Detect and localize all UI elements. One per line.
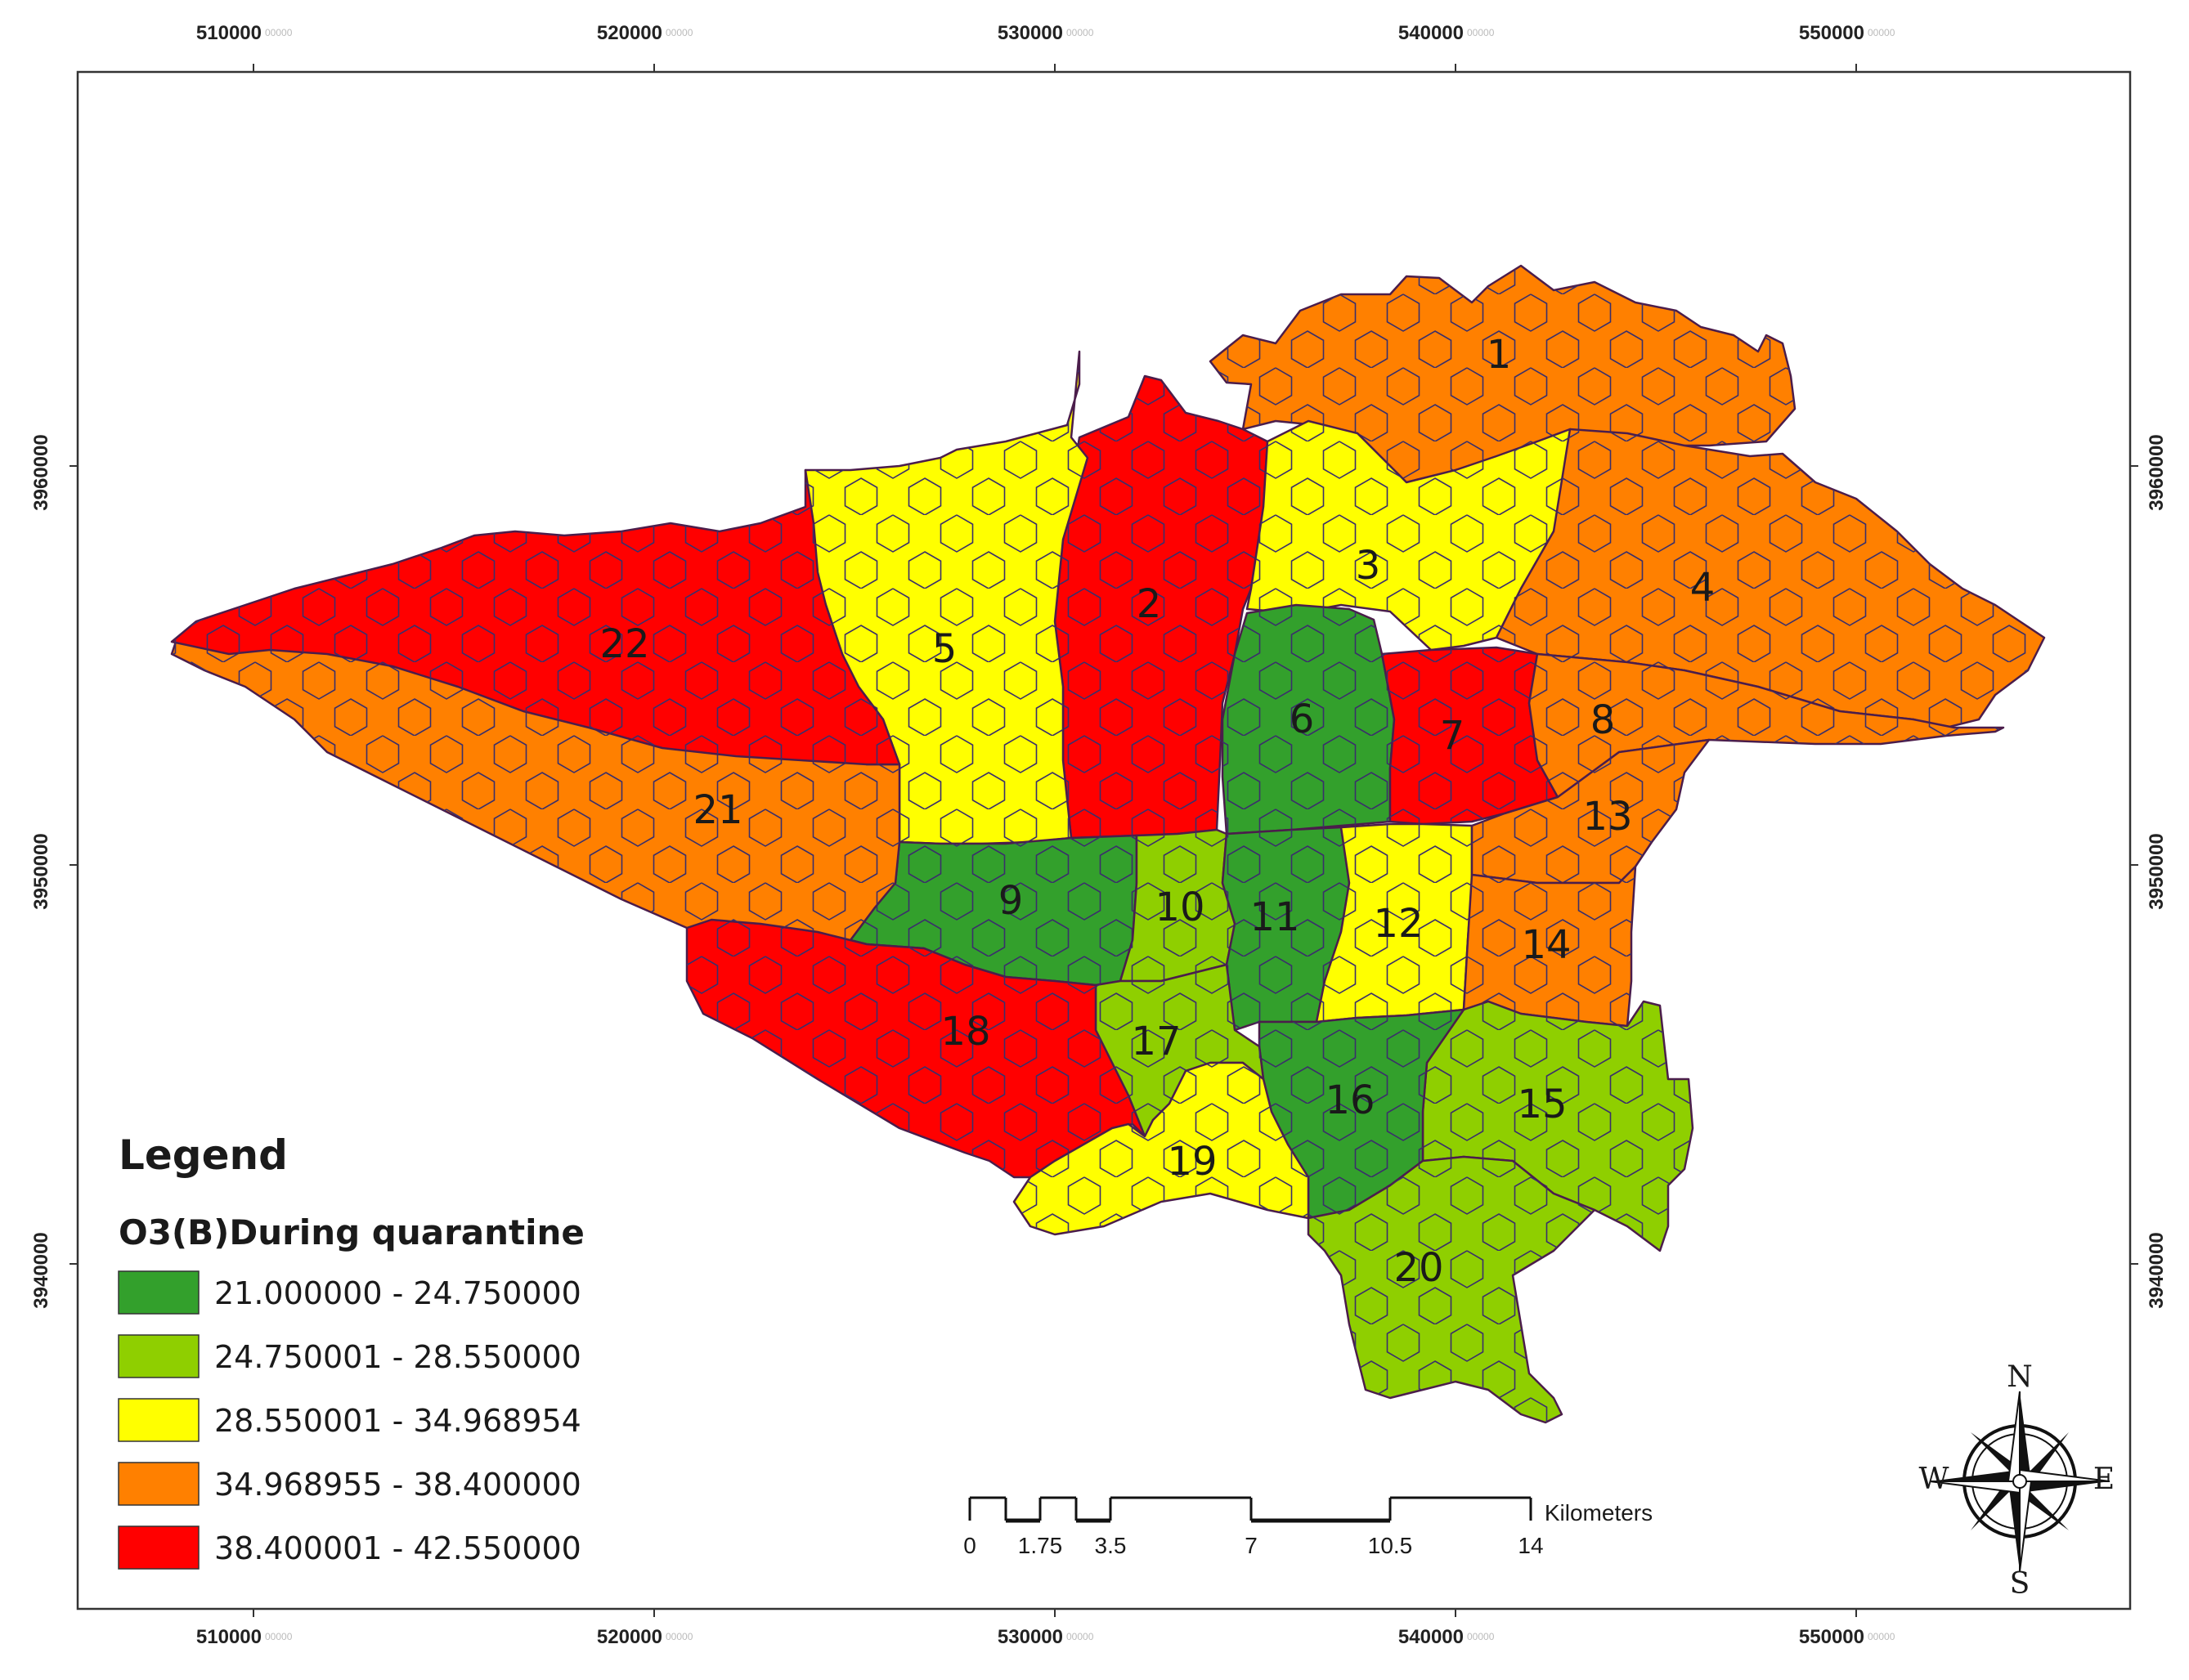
x-tick-suffix: 00000 [265, 27, 293, 38]
scale-label: 3.5 [1095, 1533, 1127, 1558]
x-tick-suffix: 00000 [265, 1631, 293, 1642]
district-label: 11 [1249, 894, 1299, 940]
legend-item: 34.968955 - 38.400000 [118, 1462, 581, 1506]
y-tick-label: 3960000 [2146, 434, 2168, 510]
x-tick-suffix: 00000 [1868, 27, 1895, 38]
district-6 [1221, 603, 1396, 836]
legend-swatch [118, 1398, 200, 1442]
district-label: 21 [693, 787, 742, 833]
scale-label: 10.5 [1368, 1533, 1413, 1558]
x-tick-label: 510000 [196, 22, 262, 44]
district-12 [1315, 822, 1474, 1024]
districts-layer [170, 264, 2046, 1424]
district-22 [170, 468, 901, 766]
x-tick-label: 550000 [1799, 22, 1864, 44]
x-tick-suffix: 00000 [1467, 27, 1495, 38]
district-label: 9 [998, 878, 1024, 924]
legend-label: 24.750001 - 28.550000 [214, 1339, 581, 1375]
x-tick-suffix: 00000 [666, 27, 693, 38]
legend-items: 21.000000 - 24.750000 24.750001 - 28.5500… [118, 1270, 581, 1570]
district-label: 4 [1690, 565, 1716, 611]
district-4 [1495, 428, 2046, 729]
scale-label: 0 [963, 1533, 976, 1558]
scale-label: 7 [1245, 1533, 1258, 1558]
scale-label: 1.75 [1018, 1533, 1063, 1558]
district-16 [1258, 1008, 1465, 1220]
legend-item: 38.400001 - 42.550000 [118, 1525, 581, 1570]
legend-swatch [118, 1334, 200, 1378]
district-label: 8 [1590, 697, 1616, 743]
district-8 [1527, 652, 2005, 799]
district-1 [1209, 264, 1797, 484]
legend-item: 21.000000 - 24.750000 [118, 1270, 581, 1315]
x-tick-suffix: 00000 [666, 1631, 693, 1642]
y-tick-label: 3950000 [2146, 833, 2168, 909]
scale-unit: Kilometers [1545, 1500, 1653, 1525]
legend-label: 34.968955 - 38.400000 [214, 1467, 581, 1503]
compass-south: S [2010, 1567, 2030, 1601]
district-label: 1 [1487, 332, 1512, 378]
district-label: 10 [1155, 885, 1204, 930]
district-label: 7 [1440, 713, 1465, 759]
y-tick-label: 3940000 [30, 1232, 52, 1308]
legend-title: Legend [119, 1131, 288, 1179]
legend: Legend O3(B)During quarantine 21.000000 … [118, 1131, 585, 1570]
y-tick-label: 3960000 [30, 434, 52, 510]
district-11 [1221, 826, 1351, 1032]
district-label: 5 [932, 626, 958, 672]
district-label: 12 [1373, 901, 1423, 947]
x-tick-suffix: 00000 [1868, 1631, 1895, 1642]
x-tick-label: 530000 [998, 22, 1063, 44]
district-label: 3 [1356, 543, 1381, 589]
x-tick-label: 530000 [998, 1626, 1063, 1648]
district-label: 16 [1325, 1077, 1375, 1123]
district-2 [1053, 374, 1269, 840]
y-tick-label: 3950000 [30, 833, 52, 909]
x-tick-label: 550000 [1799, 1626, 1864, 1648]
district-label: 13 [1582, 794, 1632, 840]
district-label: 19 [1167, 1139, 1217, 1185]
x-tick-suffix: 00000 [1066, 27, 1094, 38]
district-15 [1421, 1000, 1694, 1252]
compass-west: W [1918, 1463, 1949, 1496]
legend-item: 28.550001 - 34.968954 [118, 1398, 581, 1442]
legend-swatch [118, 1270, 200, 1315]
legend-subtitle: O3(B)During quarantine [119, 1212, 585, 1252]
x-tick-label: 520000 [597, 1626, 662, 1648]
scale-label: 14 [1518, 1533, 1543, 1558]
compass-north: N [2007, 1360, 2033, 1394]
x-tick-label: 520000 [597, 22, 662, 44]
legend-label: 38.400001 - 42.550000 [214, 1530, 581, 1566]
district-10 [1119, 828, 1236, 983]
district-label: 18 [940, 1009, 990, 1055]
district-label: 15 [1517, 1082, 1567, 1127]
x-tick-label: 540000 [1398, 22, 1464, 44]
x-tick-suffix: 00000 [1467, 1631, 1495, 1642]
legend-item: 24.750001 - 28.550000 [118, 1334, 581, 1378]
x-tick-label: 540000 [1398, 1626, 1464, 1648]
district-label: 17 [1131, 1019, 1181, 1064]
district-label: 20 [1393, 1245, 1443, 1291]
compass-east: E [2093, 1463, 2115, 1496]
district-label: 14 [1521, 922, 1571, 968]
x-tick-suffix: 00000 [1066, 1631, 1094, 1642]
legend-label: 28.550001 - 34.968954 [214, 1403, 581, 1439]
district-7 [1380, 646, 1559, 826]
district-label: 2 [1137, 581, 1162, 627]
legend-label: 21.000000 - 24.750000 [214, 1275, 581, 1311]
y-tick-label: 3940000 [2146, 1232, 2168, 1308]
x-tick-label: 510000 [196, 1626, 262, 1648]
district-label: 22 [599, 621, 649, 667]
compass-rose: N S E W [1918, 1360, 2115, 1601]
legend-swatch [118, 1462, 200, 1506]
legend-swatch [118, 1525, 200, 1570]
district-label: 6 [1290, 697, 1315, 742]
district-20 [1307, 1155, 1596, 1424]
